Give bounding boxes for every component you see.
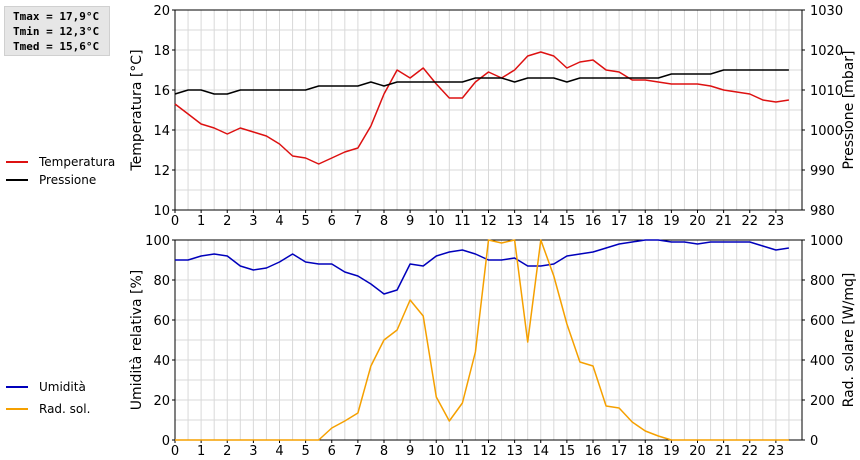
x-tick-label: 23	[768, 214, 785, 229]
y-axis-title: Temperatura [°C]	[129, 49, 145, 171]
y2-tick-label: 1020	[810, 44, 843, 59]
x-tick-label: 3	[249, 214, 257, 229]
x-tick-label: 2	[223, 214, 231, 229]
x-tick-label: 0	[171, 444, 179, 459]
y2-tick-label: 1000	[810, 234, 843, 249]
x-tick-label: 14	[532, 444, 549, 459]
legend-label: Temperatura	[38, 155, 115, 169]
y-tick-label: 16	[153, 84, 170, 99]
x-tick-label: 17	[611, 444, 628, 459]
legend-label: Umidità	[39, 380, 86, 394]
x-tick-label: 14	[532, 214, 549, 229]
y-tick-label: 20	[153, 4, 170, 19]
x-tick-label: 22	[741, 444, 758, 459]
y-tick-label: 100	[145, 234, 170, 249]
x-tick-label: 22	[741, 214, 758, 229]
x-tick-label: 7	[354, 444, 362, 459]
x-tick-label: 10	[428, 444, 445, 459]
stat-tmin: Tmin = 12,3°C	[13, 25, 100, 38]
x-tick-label: 15	[559, 214, 576, 229]
x-tick-label: 3	[249, 444, 257, 459]
y-tick-label: 14	[153, 124, 170, 139]
y-tick-label: 20	[153, 394, 170, 409]
x-tick-label: 16	[585, 444, 602, 459]
y2-tick-label: 980	[810, 204, 835, 219]
y2-tick-label: 1010	[810, 84, 843, 99]
x-tick-label: 11	[454, 444, 471, 459]
y-tick-label: 12	[153, 164, 170, 179]
legend-label: Pressione	[39, 173, 96, 187]
x-tick-label: 7	[354, 214, 362, 229]
x-tick-label: 18	[637, 214, 654, 229]
x-tick-label: 5	[301, 214, 309, 229]
x-tick-label: 15	[559, 444, 576, 459]
x-tick-label: 20	[689, 444, 706, 459]
x-tick-label: 8	[380, 444, 388, 459]
x-tick-label: 21	[715, 444, 732, 459]
x-tick-label: 0	[171, 214, 179, 229]
x-tick-label: 9	[406, 214, 414, 229]
x-tick-label: 19	[663, 444, 680, 459]
y2-tick-label: 1030	[810, 4, 843, 19]
x-tick-label: 13	[506, 214, 523, 229]
x-tick-label: 1	[197, 444, 205, 459]
x-tick-label: 23	[768, 444, 785, 459]
y2-tick-label: 0	[810, 434, 818, 449]
y-tick-label: 60	[153, 314, 170, 329]
legend-label: Rad. sol.	[39, 402, 90, 416]
y2-tick-label: 400	[810, 354, 835, 369]
x-tick-label: 19	[663, 214, 680, 229]
stat-tmed: Tmed = 15,6°C	[13, 40, 100, 53]
x-tick-label: 6	[328, 214, 336, 229]
stats-box: Tmax = 17,9°C Tmin = 12,3°C Tmed = 15,6°…	[4, 6, 110, 56]
x-tick-label: 9	[406, 444, 414, 459]
x-tick-label: 4	[275, 444, 283, 459]
x-tick-label: 17	[611, 214, 628, 229]
series-line-1	[174, 51, 790, 165]
x-tick-label: 12	[480, 444, 497, 459]
y-axis-title: Umidità relativa [%]	[129, 270, 145, 411]
x-tick-label: 2	[223, 444, 231, 459]
y2-tick-label: 200	[810, 394, 835, 409]
y-tick-label: 18	[153, 44, 170, 59]
x-tick-label: 6	[328, 444, 336, 459]
y2-tick-label: 600	[810, 314, 835, 329]
y2-tick-label: 1000	[810, 124, 843, 139]
x-tick-label: 1	[197, 214, 205, 229]
x-tick-label: 18	[637, 444, 654, 459]
x-tick-label: 16	[585, 214, 602, 229]
x-tick-label: 12	[480, 214, 497, 229]
x-tick-label: 13	[506, 444, 523, 459]
y-tick-label: 80	[153, 274, 170, 289]
y-tick-label: 10	[153, 204, 170, 219]
series-line-2	[175, 239, 789, 441]
x-tick-label: 10	[428, 214, 445, 229]
x-tick-label: 4	[275, 214, 283, 229]
y2-tick-label: 800	[810, 274, 835, 289]
x-tick-label: 11	[454, 214, 471, 229]
series-line-2	[174, 69, 789, 95]
x-tick-label: 5	[301, 444, 309, 459]
y2-tick-label: 990	[810, 164, 835, 179]
y2-axis-title: Rad. solare [W/mq]	[841, 273, 857, 408]
x-tick-label: 21	[715, 214, 732, 229]
x-tick-label: 8	[380, 214, 388, 229]
y-tick-label: 40	[153, 354, 170, 369]
series-line-1	[175, 239, 790, 295]
stat-tmax: Tmax = 17,9°C	[13, 10, 100, 23]
y-tick-label: 0	[162, 434, 170, 449]
y2-axis-title: Pressione [mbar]	[841, 50, 857, 169]
x-tick-label: 20	[689, 214, 706, 229]
